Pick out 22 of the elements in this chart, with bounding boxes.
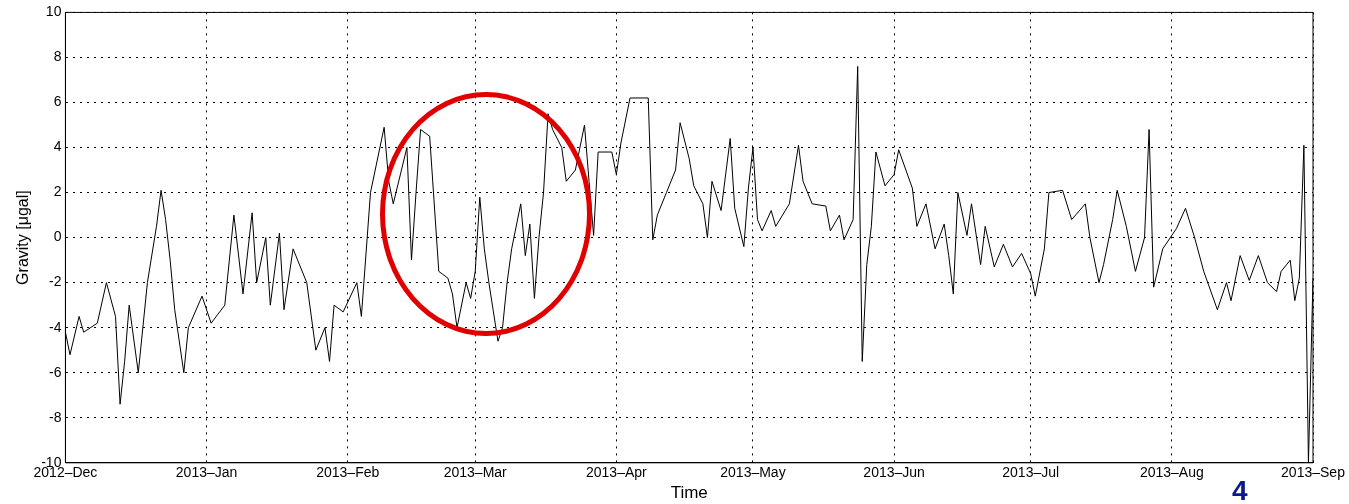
y-tick-label: 0 (53, 228, 62, 245)
y-tick-label: 8 (53, 48, 62, 65)
y-tick-label: 2 (53, 183, 62, 200)
x-tick-label: 2013–May (720, 464, 786, 481)
text: 4 (1232, 475, 1248, 504)
y-tick-label: -6 (48, 363, 62, 380)
x-tick-label: 2013–Jan (175, 464, 238, 481)
y-tick-label: -4 (48, 318, 62, 335)
x-tick-label: 2013–Mar (443, 464, 508, 481)
x-tick-label: 2013–Jul (1002, 464, 1060, 481)
y-tick-label: 10 (45, 3, 62, 20)
y-tick-label: 4 (53, 138, 62, 155)
y-axis-title: Gravity [μgal] (14, 190, 32, 285)
x-tick-label: 2013–Jun (863, 464, 925, 481)
x-tick-label: 2013–Apr (586, 464, 648, 481)
x-tick-label: 2013–Sep (1281, 464, 1346, 481)
x-axis-title: Time (670, 483, 708, 503)
y-tick-label: -2 (48, 273, 62, 290)
x-tick-label: 2013–Aug (1139, 464, 1204, 481)
y-tick-label: 6 (53, 93, 62, 110)
x-tick-label: 2013–Feb (316, 464, 380, 481)
y-tick-label: -8 (48, 408, 62, 425)
